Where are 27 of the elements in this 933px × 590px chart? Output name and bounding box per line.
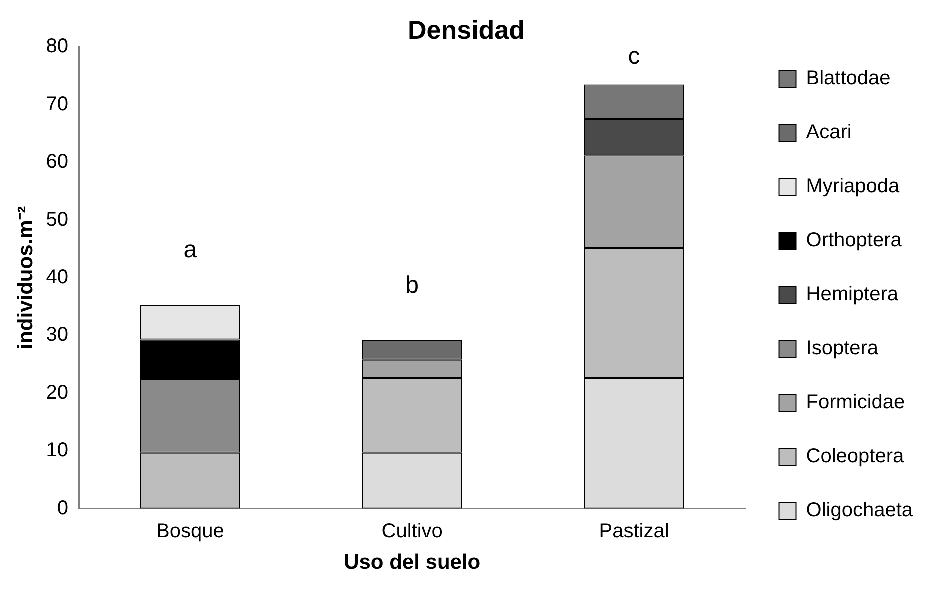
legend-label: Coleoptera <box>806 446 905 468</box>
legend-label: Formicidae <box>806 392 906 414</box>
legend-label: Orthoptera <box>806 230 903 252</box>
y-tick-label: 60 <box>46 151 68 174</box>
y-tick-label: 80 <box>46 36 68 58</box>
y-tick-label: 0 <box>57 497 68 520</box>
y-tick-label: 20 <box>46 382 68 404</box>
x-axis-title: Uso del suelo <box>344 551 481 574</box>
legend-label: Acari <box>806 122 852 144</box>
legend-label: Isoptera <box>806 338 880 360</box>
legend-label: Hemiptera <box>806 284 900 306</box>
legend-label: Blattodae <box>806 68 891 90</box>
chart-title: Densidad <box>408 14 526 45</box>
annotation: c <box>628 42 640 70</box>
legend-label: Myriapoda <box>806 176 901 198</box>
x-tick-label: Pastizal <box>599 520 670 542</box>
annotation: b <box>406 272 420 299</box>
y-tick-label: 70 <box>46 93 68 116</box>
legend-label: Oligochaeta <box>806 500 914 522</box>
y-axis-title: individuos.m⁻² <box>14 206 38 350</box>
y-tick-label: 50 <box>46 208 68 231</box>
y-tick-label: 10 <box>46 440 68 462</box>
x-tick-label: Bosque <box>156 520 224 542</box>
y-tick-label: 40 <box>46 266 68 289</box>
y-tick-label: 30 <box>46 324 68 346</box>
annotation: a <box>184 236 198 264</box>
x-tick-label: Cultivo <box>382 520 443 542</box>
